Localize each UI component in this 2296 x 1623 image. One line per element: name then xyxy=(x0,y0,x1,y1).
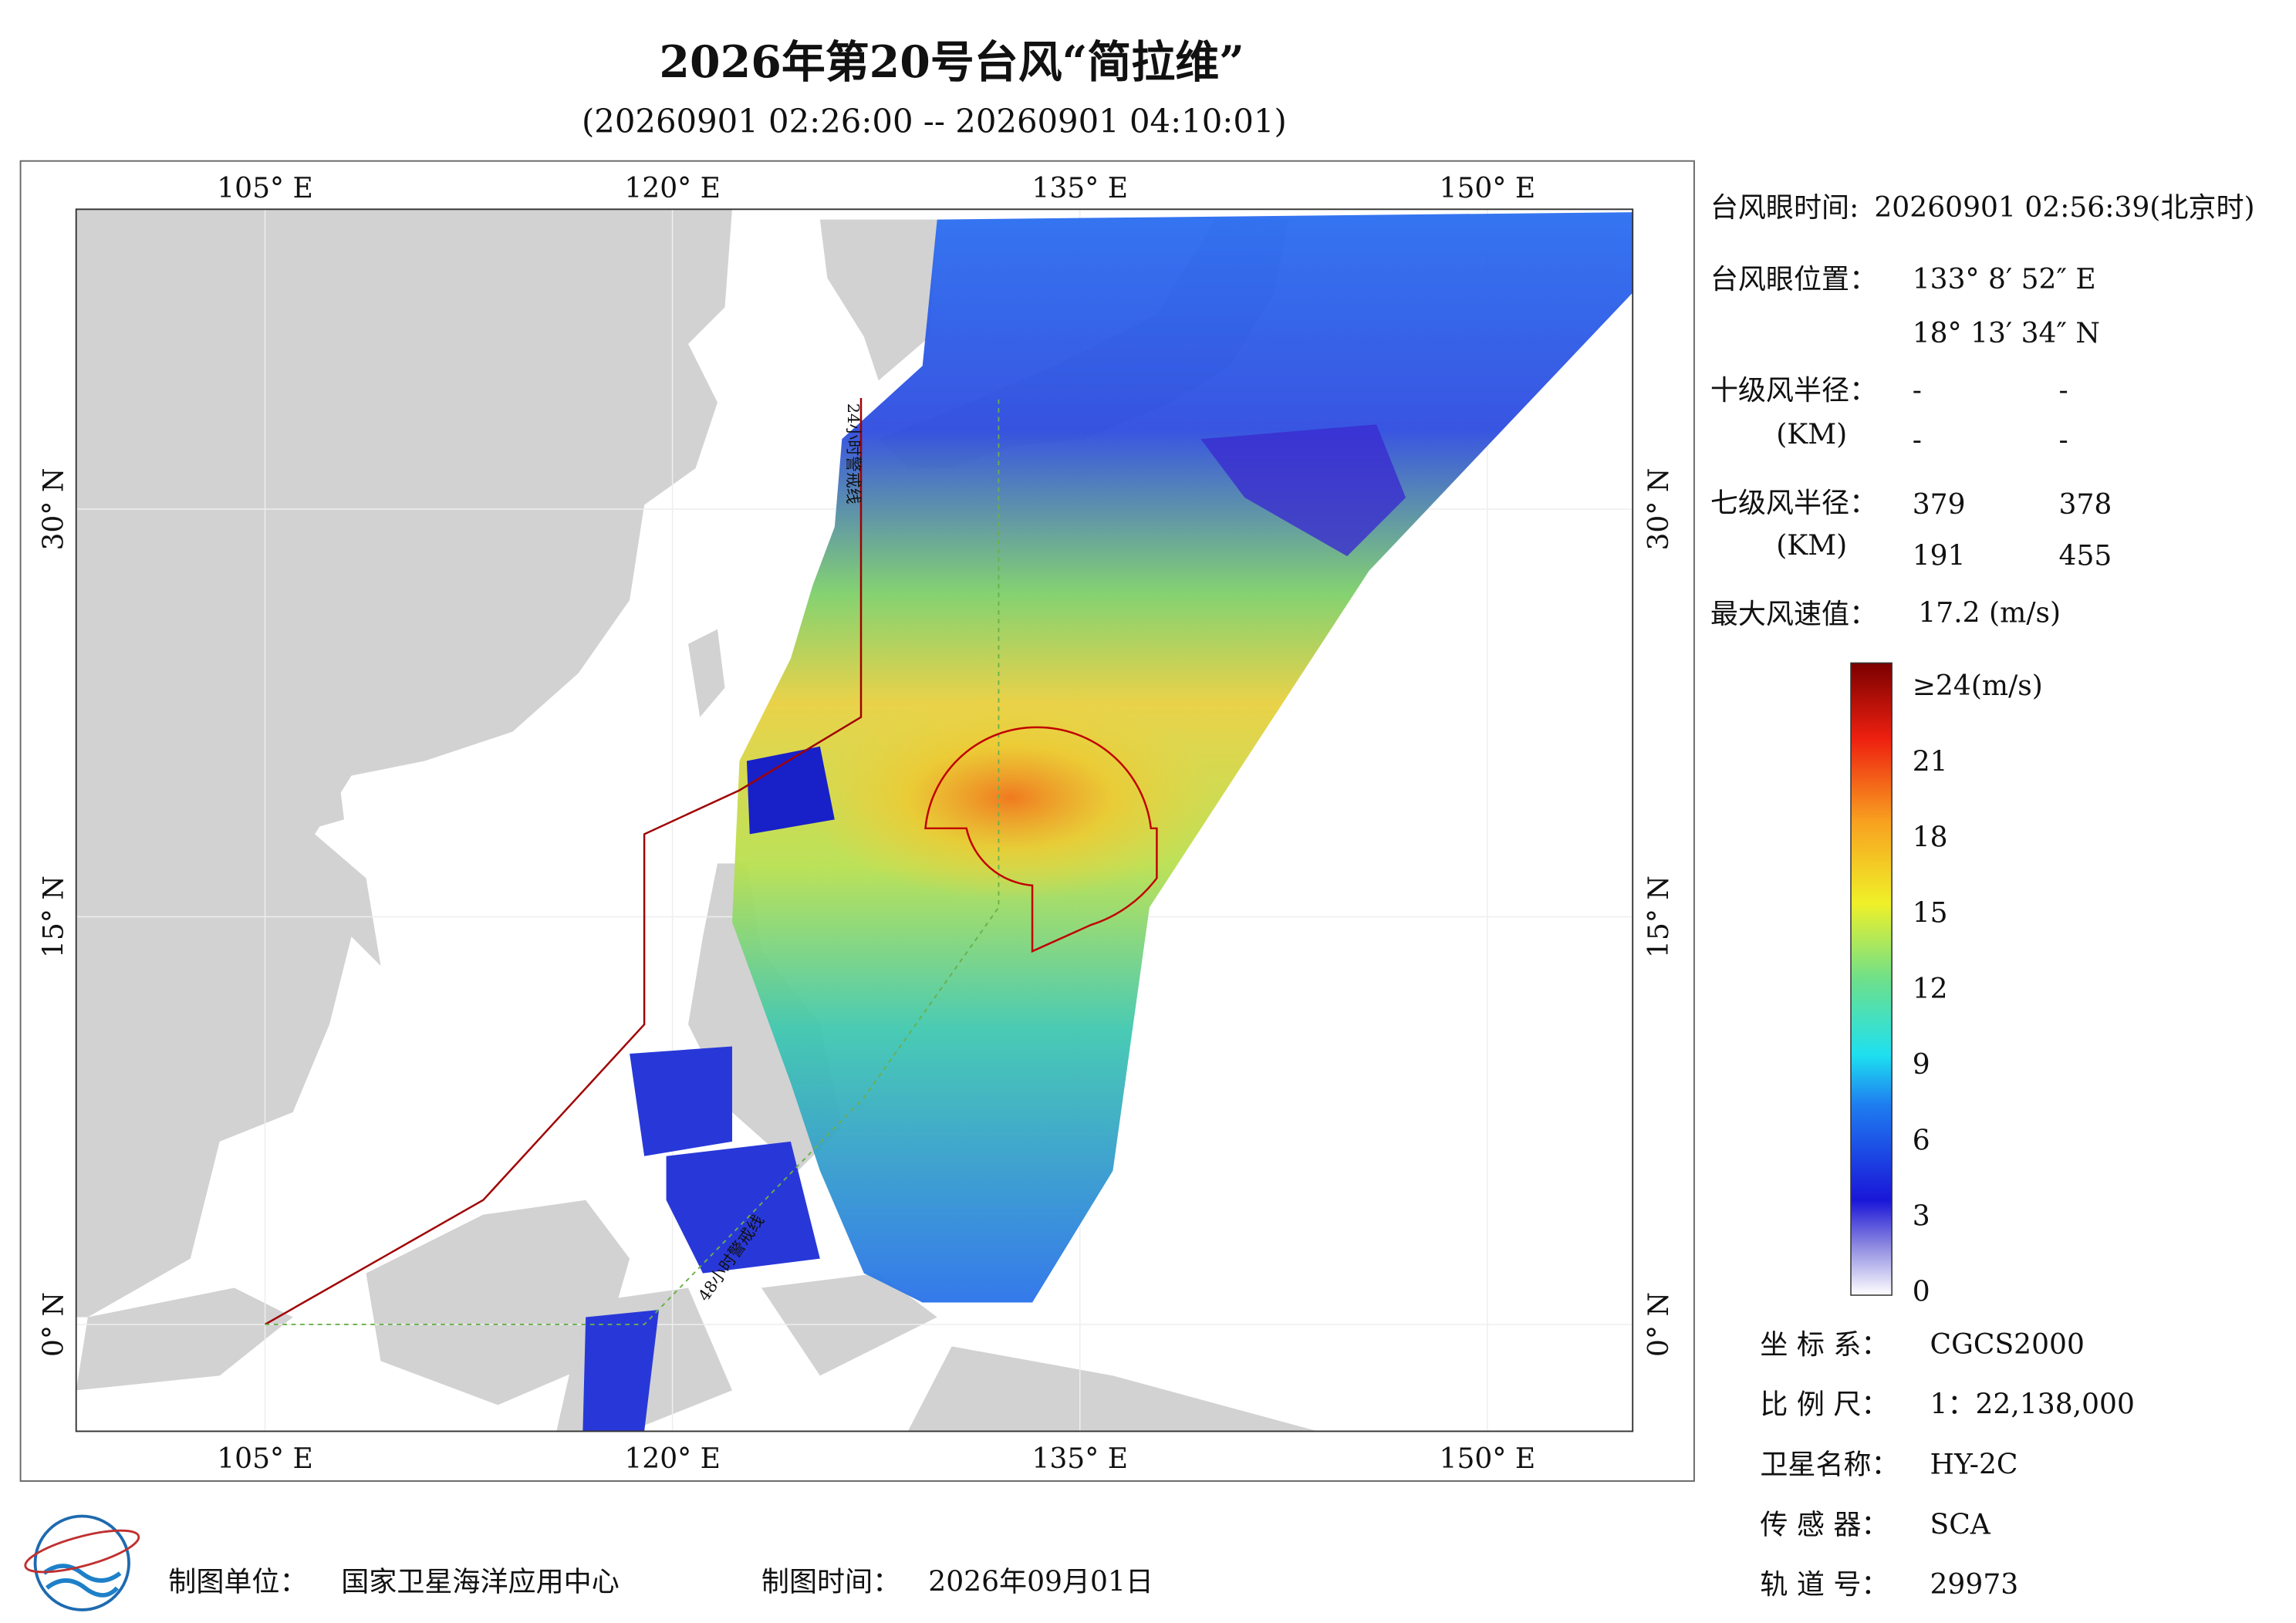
subtitle: (20260901 02:26:00 -- 20260901 04:10:01) xyxy=(582,103,1287,140)
colorbar-label: 0 xyxy=(1913,1276,1930,1308)
wind-radius xyxy=(924,726,1158,953)
footer-label: 制图单位： xyxy=(168,1565,307,1598)
meta-label: 传 感 器： xyxy=(1760,1508,1889,1540)
wind-core xyxy=(805,695,1216,900)
info-value: 17.2 (m/s) xyxy=(1918,596,2061,629)
footer-value: 2026年09月01日 xyxy=(928,1565,1153,1598)
meta-value: 1：22,138,000 xyxy=(1930,1388,2135,1421)
info-value: 18° 13′ 34″ N xyxy=(1913,317,2100,349)
info-label: 十级风半径： xyxy=(1710,374,1877,407)
lat-label: 30° N xyxy=(38,468,70,551)
footer-value: 国家卫星海洋应用中心 xyxy=(341,1565,620,1598)
colorbar-label: 18 xyxy=(1913,822,1948,854)
lon-label: 120° E xyxy=(624,1442,721,1475)
land xyxy=(76,209,1319,1432)
lon-label: 150° E xyxy=(1440,1442,1536,1475)
meta-value: CGCS2000 xyxy=(1930,1328,2085,1361)
meta-label: 轨 道 号： xyxy=(1760,1568,1889,1601)
info-value: - xyxy=(2059,423,2068,456)
meta-label: 坐 标 系： xyxy=(1760,1328,1889,1361)
lat-label: 0° N xyxy=(38,1292,70,1357)
colorbar xyxy=(1850,662,1893,1296)
info-label: 七级风半径： xyxy=(1710,487,1877,519)
info-value: - xyxy=(1913,423,1922,456)
info-value: - xyxy=(2059,374,2068,407)
footer-label: 制图时间： xyxy=(761,1565,900,1598)
colorbar-label: 15 xyxy=(1913,897,1948,930)
meta-value: SCA xyxy=(1930,1508,1991,1540)
info-value: - xyxy=(1913,374,1922,407)
map-frame xyxy=(19,160,1695,1482)
info-value: 191 xyxy=(1913,539,1966,572)
info-label: 台风眼时间: xyxy=(1710,191,1859,224)
meta-value: HY-2C xyxy=(1930,1449,2018,1481)
wind-patch xyxy=(1200,424,1406,556)
lon-label: 105° E xyxy=(217,172,313,204)
colorbar-label: 3 xyxy=(1913,1200,1930,1232)
meta-value: 29973 xyxy=(1930,1568,2019,1601)
colorbar-label: 9 xyxy=(1913,1048,1930,1081)
info-value: 20260901 02:56:39(北京时) xyxy=(1874,191,2254,224)
map-border xyxy=(75,208,1634,1432)
info-value: 379 xyxy=(1913,488,1966,521)
lat-label: 30° N xyxy=(1643,468,1675,551)
lon-label: 135° E xyxy=(1032,1442,1128,1475)
warning-line-48h xyxy=(265,395,1000,1325)
colorbar-labels: 0 3 6 9 12 15 18 21 ≥24(m/s) xyxy=(1913,670,2043,1308)
colorbar-label: 6 xyxy=(1913,1124,1930,1156)
info-unit: (KM) xyxy=(1776,418,1847,450)
map: 24小时警戒线 48小时警戒线 xyxy=(76,209,1633,1432)
wind-patch xyxy=(746,746,835,835)
warning-line-24h xyxy=(264,398,863,1326)
info-value: 455 xyxy=(2059,539,2112,572)
meta-label: 比 例 尺： xyxy=(1760,1388,1889,1421)
lat-label: 0° N xyxy=(1643,1292,1675,1357)
line-label: 24小时警戒线 xyxy=(844,403,863,504)
lon-label: 150° E xyxy=(1440,172,1536,204)
lon-label: 105° E xyxy=(217,1442,313,1475)
lon-label: 120° E xyxy=(624,172,721,204)
logo xyxy=(24,1514,140,1611)
meta-panel: 坐 标 系： CGCS2000 比 例 尺： 1：22,138,000 卫星名称： HY-… xyxy=(1760,1328,2135,1601)
lon-label: 135° E xyxy=(1032,172,1128,204)
axis-labels: 105° E 105° E 120° E 120° E 135° E 135° E 150°… xyxy=(38,172,1675,1475)
wind-patch xyxy=(582,1046,820,1432)
lat-label: 15° N xyxy=(38,876,70,958)
colorbar-label: 21 xyxy=(1913,745,1948,778)
colorbar-label: 12 xyxy=(1913,973,1948,1005)
info-value: 378 xyxy=(2059,488,2112,521)
title: 2026年第20号台风“简拉维” xyxy=(659,37,1244,88)
info-panel: 台风眼时间: 20260901 02:56:39(北京时) 台风眼位置： 133… xyxy=(1710,191,2255,630)
info-unit: (KM) xyxy=(1776,529,1847,562)
info-label: 台风眼位置： xyxy=(1710,263,1877,295)
meta-label: 卫星名称： xyxy=(1760,1449,1899,1481)
info-value: 133° 8′ 52″ E xyxy=(1913,263,2096,295)
colorbar-label: ≥24(m/s) xyxy=(1913,670,2043,702)
lat-label: 15° N xyxy=(1643,876,1675,958)
info-label: 最大风速值： xyxy=(1710,598,1877,630)
